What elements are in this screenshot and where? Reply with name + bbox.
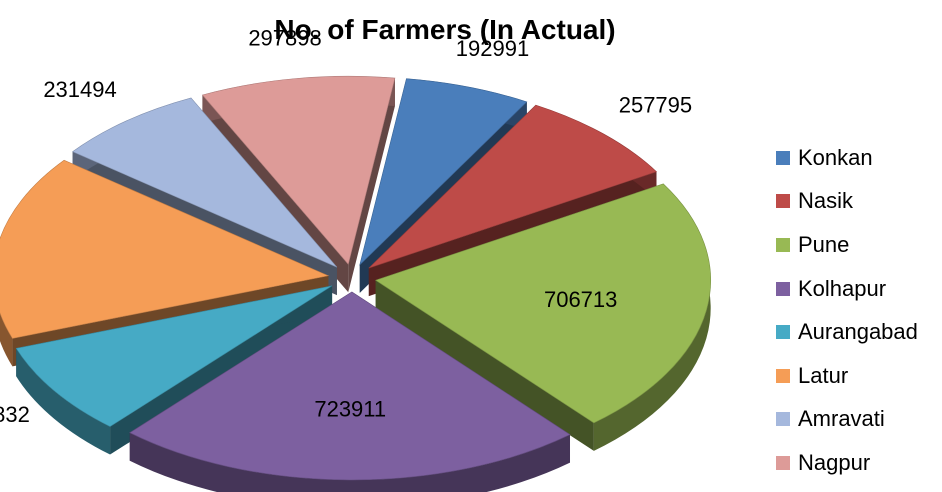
legend-swatch [776, 325, 790, 340]
data-label-pune: 706713 [544, 287, 617, 312]
legend-item-konkan: Konkan [776, 136, 918, 180]
legend-swatch [776, 455, 790, 470]
legend-swatch [776, 368, 790, 383]
pie-slice-kolhapur [129, 291, 571, 481]
legend-label: Kolhapur [798, 275, 887, 301]
data-label-konkan: 192991 [456, 36, 529, 61]
legend-label: Latur [798, 362, 849, 388]
pie-slice-nasik [368, 104, 658, 269]
legend-item-aurangabad: Aurangabad [776, 310, 918, 354]
pie-slice-konkan [359, 78, 528, 266]
pie-slice-aurangabad [15, 285, 333, 427]
pie-slices [0, 75, 711, 481]
data-label-kolhapur: 723911 [314, 396, 386, 421]
legend-label: Nagpur [798, 449, 871, 475]
data-label-amravati: 231494 [43, 77, 116, 102]
data-label-aurangabad: 255832 [0, 402, 30, 427]
pie-slice-nagpur [201, 75, 396, 265]
slice-wall-pune-1 [375, 280, 594, 451]
legend-item-latur: Latur [776, 354, 918, 398]
legend-swatch [776, 412, 790, 427]
legend-label: Nasik [798, 188, 854, 214]
legend-label: Aurangabad [798, 319, 918, 345]
legend-item-pune: Pune [776, 223, 918, 267]
slice-side-kolhapur [129, 432, 571, 492]
pie-slice-pune [375, 183, 711, 424]
slice-side-pune [593, 183, 711, 451]
legend-label: Konkan [798, 144, 873, 170]
legend-item-amravati: Amravati [776, 398, 918, 442]
chart-title: No. of Farmers (In Actual) [274, 14, 616, 45]
legend-item-nasik: Nasik [776, 180, 918, 224]
legend-label: Pune [798, 231, 850, 257]
pie-slice-latur [0, 159, 330, 339]
legend-swatch [776, 237, 790, 252]
legend-item-kolhapur: Kolhapur [776, 267, 918, 311]
slice-side-aurangabad [16, 348, 111, 455]
legend-item-nagpur: Nagpur [776, 441, 918, 485]
legend: Konkan Nasik Pune Kolhapur Aurangabad Latur Am… [776, 136, 918, 485]
legend-swatch [776, 150, 790, 165]
slice-wall-nagpur-1 [348, 78, 395, 293]
data-label-nasik: 257795 [619, 93, 692, 118]
legend-label: Amravati [798, 406, 885, 432]
legend-swatch [776, 281, 790, 296]
data-label-nagpur: 297898 [248, 26, 321, 51]
pie-slice-amravati [72, 97, 338, 268]
legend-swatch [776, 194, 790, 209]
pie-data-labels: 1929912577957067137239112558325055812314… [0, 26, 692, 427]
